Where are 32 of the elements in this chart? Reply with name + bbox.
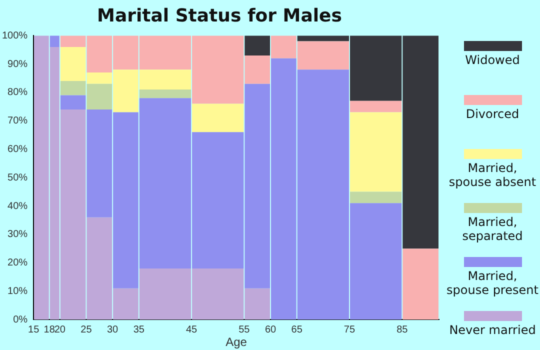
chart-title: Marital Status for Males [97,5,342,26]
x-tick-label: 30 [106,324,119,336]
x-tick-label: 45 [186,324,198,336]
x-tick-label: 35 [133,324,145,336]
y-tick-label: 0% [13,314,28,326]
legend-label: Widowed [464,53,521,67]
legend-label: Married, separated [461,215,524,243]
x-tick-label: 55 [238,324,250,336]
legend-label: Married, spouse absent [448,161,538,189]
x-tick-label: 85 [396,324,408,336]
y-tick-label: 60% [8,144,28,155]
x-tick-label: 15 [28,324,40,336]
x-tick-label: 25 [80,324,92,336]
y-tick-label: 90% [8,58,28,70]
y-tick-label: 20% [8,258,28,269]
legend-label: Married, spouse present [446,269,540,297]
y-tick-label: 70% [8,116,28,127]
y-tick-label: 30% [8,229,28,240]
y-tick-label: 40% [8,200,28,212]
y-tick-label: 10% [8,286,28,297]
x-tick-label: 18 [44,324,56,336]
bar [60,95,86,110]
x-tick-label: 65 [291,324,303,336]
y-tick-label: 50% [8,172,28,184]
legend-label: Divorced [464,107,520,121]
x-tick-label: 60 [264,324,277,336]
x-axis-title: Age [226,335,248,350]
x-tick-label: 75 [344,324,356,336]
y-tick-label: 80% [8,87,28,98]
y-tick-label: 100% [2,30,28,42]
x-tick-label: 20 [54,324,66,336]
legend-label: Never married [448,323,537,337]
